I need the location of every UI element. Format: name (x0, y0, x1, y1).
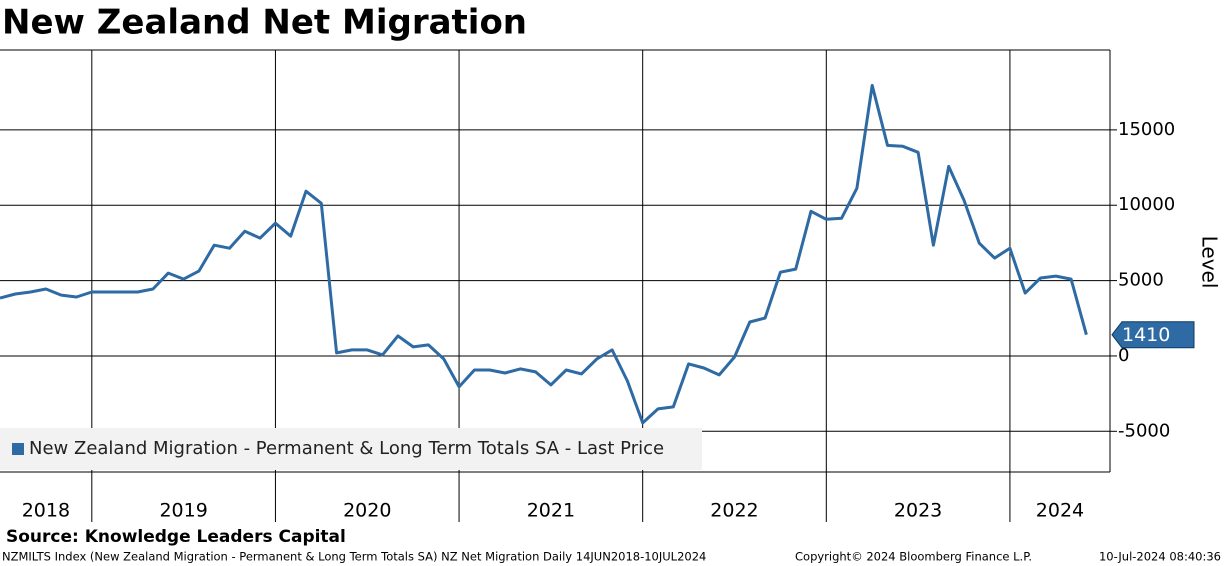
x-tick-label: 2023 (894, 500, 942, 522)
y-tick-label: 10000 (1118, 194, 1175, 215)
last-value-label: 1410 (1122, 324, 1170, 346)
legend-label: New Zealand Migration - Permanent & Long… (29, 438, 664, 459)
footer-copyright: Copyright© 2024 Bloomberg Finance L.P. (795, 550, 1032, 564)
x-tick-label: 2022 (710, 500, 758, 522)
chart-title: New Zealand Net Migration (2, 3, 527, 43)
y-tick-label: 0 (1118, 345, 1129, 366)
legend-box (0, 428, 702, 470)
y-tick-label: 5000 (1118, 270, 1164, 291)
y-axis-label: Level (1198, 236, 1222, 289)
legend-swatch (12, 443, 24, 455)
last-value-tag (1111, 321, 1195, 349)
x-tick-label: 2020 (343, 500, 391, 522)
series-line (0, 83, 1088, 425)
y-tick-label: 15000 (1118, 119, 1175, 140)
footer-description: NZMILTS Index (New Zealand Migration - P… (2, 550, 706, 564)
x-tick-label: 2019 (159, 500, 207, 522)
x-tick-label: 2021 (527, 500, 575, 522)
footer-timestamp: 10-Jul-2024 08:40:36 (1099, 550, 1221, 564)
x-tick-label: 2018 (22, 500, 70, 522)
source: Source: Knowledge Leaders Capital (6, 527, 346, 547)
x-tick-label: 2024 (1036, 500, 1084, 522)
y-tick-label: -5000 (1118, 420, 1170, 441)
